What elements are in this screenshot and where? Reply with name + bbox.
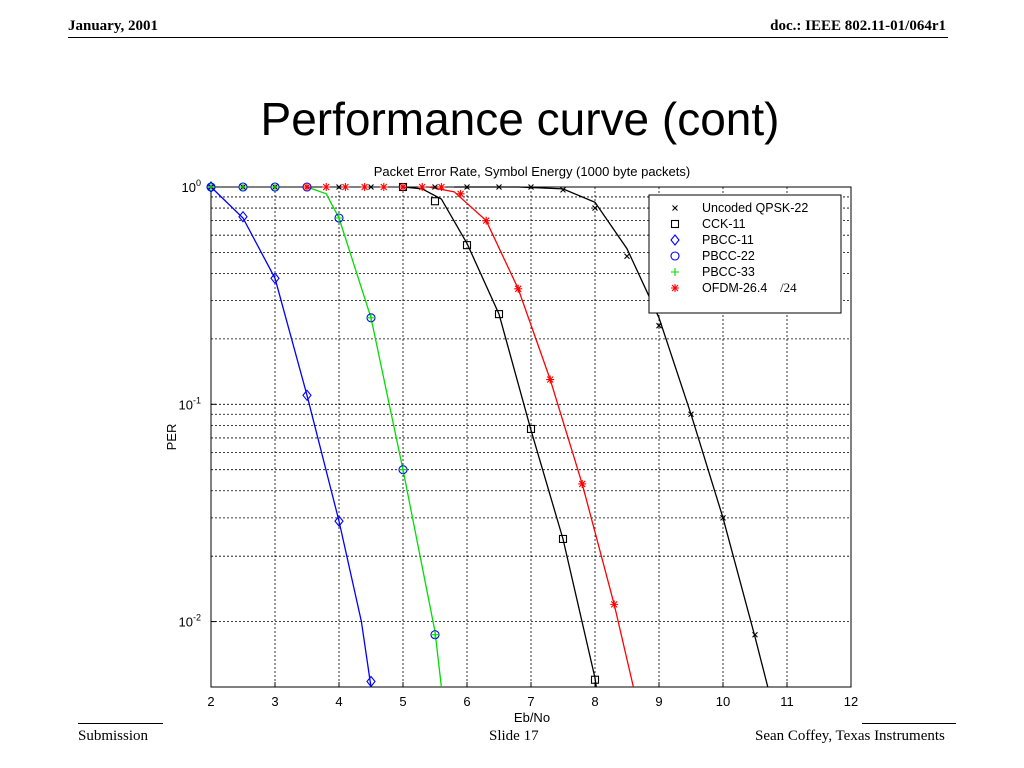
marker-asterisk	[482, 216, 491, 225]
footer-divider-right	[862, 723, 956, 724]
marker-diamond	[206, 181, 216, 193]
marker-diamond	[270, 272, 280, 285]
marker-asterisk	[514, 284, 523, 293]
x-tick-label: 2	[207, 694, 214, 709]
marker-plus	[431, 630, 439, 639]
y-tick-label: 100	[182, 178, 201, 195]
x-tick-label: 4	[335, 694, 342, 709]
marker-x	[432, 184, 438, 190]
header-divider	[68, 37, 948, 38]
marker-square	[494, 310, 504, 319]
series-line	[428, 186, 635, 688]
marker-square	[462, 241, 472, 250]
marker-circle	[670, 251, 680, 261]
header-date: January, 2001	[68, 18, 159, 34]
series-line	[402, 186, 597, 688]
marker-plus	[399, 465, 407, 474]
marker-diamond	[238, 210, 248, 223]
legend-entry-label: PBCC-11	[702, 233, 754, 247]
marker-plus	[671, 268, 679, 276]
legend-box	[648, 194, 842, 314]
marker-x	[368, 184, 374, 190]
series-markers	[206, 181, 758, 688]
x-tick-label: 3	[271, 694, 278, 709]
series-line	[210, 186, 372, 688]
marker-square	[526, 424, 536, 434]
marker-x	[720, 515, 726, 521]
marker-diamond	[302, 389, 312, 402]
marker-x	[624, 253, 630, 260]
x-axis-ticks: 2 3 4 5 6 7 8 9 10 11 12	[207, 682, 858, 709]
marker-asterisk	[341, 183, 350, 191]
marker-plus	[271, 183, 279, 191]
legend-entry-label: PBCC-22	[702, 249, 755, 263]
series-line	[306, 186, 443, 688]
marker-asterisk	[437, 183, 446, 191]
chart-title: Packet Error Rate, Symbol Energy (1000 b…	[374, 164, 690, 179]
chart-legend: Uncoded QPSK-22 CCK-11 PBCC-11 PBCC-22 PBCC-…	[648, 194, 842, 314]
marker-asterisk	[456, 189, 465, 198]
marker-diamond	[366, 675, 376, 688]
x-tick-label: 6	[463, 694, 470, 709]
marker-x	[464, 184, 470, 190]
legend-entry-label: PBCC-33	[702, 265, 755, 279]
marker-diamond	[670, 234, 680, 246]
x-tick-label: 5	[399, 694, 406, 709]
legend-entry-label: Uncoded QPSK-22	[702, 201, 808, 215]
legend-annotation: /24	[780, 280, 797, 295]
marker-asterisk	[671, 284, 679, 292]
marker-asterisk	[418, 183, 427, 191]
footer-slide-number: Slide 17	[489, 728, 539, 744]
marker-square	[670, 219, 680, 229]
x-tick-label: 12	[844, 694, 858, 709]
x-tick-label: 10	[716, 694, 730, 709]
marker-square	[590, 675, 600, 684]
marker-asterisk	[546, 375, 555, 384]
marker-diamond	[334, 515, 344, 527]
x-tick-label: 11	[780, 694, 794, 709]
marker-x	[752, 631, 758, 638]
footer-divider-left	[78, 723, 163, 724]
footer-author: Sean Coffey, Texas Instruments	[755, 728, 945, 744]
marker-square	[430, 197, 440, 206]
marker-x	[560, 186, 566, 193]
y-axis-label: PER	[164, 424, 179, 451]
marker-plus	[207, 183, 215, 191]
marker-asterisk	[303, 183, 311, 191]
series-line	[454, 186, 769, 688]
marker-plus	[239, 183, 247, 191]
marker-x	[528, 184, 534, 190]
y-tick-label: 10-2	[179, 613, 201, 630]
legend-entry-label: CCK-11	[702, 217, 746, 231]
footer-submission: Submission	[78, 728, 149, 744]
marker-asterisk	[610, 600, 619, 609]
header-doc-id: doc.: IEEE 802.11-01/064r1	[770, 18, 946, 34]
marker-x	[688, 411, 694, 418]
marker-asterisk	[322, 183, 331, 191]
x-axis-label: Eb/No	[514, 710, 550, 725]
y-tick-label: 10-1	[179, 395, 201, 412]
marker-asterisk	[379, 183, 388, 191]
x-tick-label: 7	[527, 694, 534, 709]
marker-x	[336, 184, 342, 190]
marker-x	[656, 322, 662, 329]
x-tick-label: 8	[591, 694, 598, 709]
marker-asterisk	[578, 479, 587, 488]
slide-title: Performance curve (cont)	[260, 93, 780, 145]
marker-plus	[335, 214, 343, 223]
marker-plus	[367, 313, 375, 322]
marker-x	[592, 205, 598, 211]
chart-grid	[211, 187, 851, 687]
marker-asterisk	[360, 183, 369, 191]
marker-asterisk	[399, 183, 407, 191]
x-tick-label: 9	[655, 694, 662, 709]
marker-x	[672, 205, 678, 211]
marker-square	[558, 534, 568, 544]
legend-entry-label: OFDM-26.4	[702, 281, 767, 295]
y-axis-ticks: 100 10-1 10-2	[179, 178, 216, 630]
marker-x	[496, 184, 502, 190]
